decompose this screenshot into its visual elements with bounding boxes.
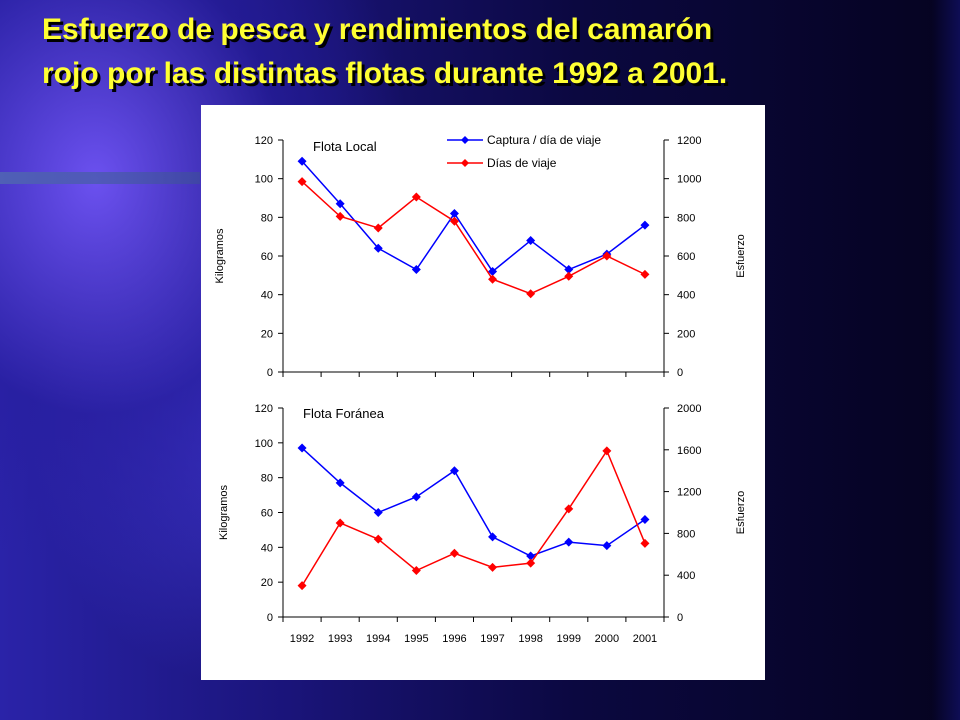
data-point-marker bbox=[640, 538, 650, 548]
x-tick-label: 1994 bbox=[366, 633, 390, 645]
y-tick-label: 20 bbox=[261, 328, 273, 340]
data-point-marker bbox=[335, 199, 345, 209]
chart-panel: 0 20 40 60 80 100 120 0 200 400 600 800 1000 1200 Kilo… bbox=[201, 105, 765, 680]
y2-tick-label: 400 bbox=[677, 570, 695, 582]
y-tick-label: 60 bbox=[261, 508, 273, 520]
chart-title: Flota Foránea bbox=[303, 406, 385, 421]
data-point-marker bbox=[297, 443, 307, 453]
x-tick-label: 1995 bbox=[404, 633, 428, 645]
y-tick-label: 120 bbox=[255, 403, 273, 415]
data-point-marker bbox=[488, 266, 498, 276]
y-tick-label: 80 bbox=[261, 212, 273, 224]
y2-tick-label: 1200 bbox=[677, 487, 701, 499]
data-point-marker bbox=[297, 177, 307, 187]
y-tick-label: 100 bbox=[255, 438, 273, 450]
data-point-marker bbox=[449, 466, 459, 476]
y-tick-label: 60 bbox=[261, 251, 273, 263]
x-tick-label: 2001 bbox=[633, 633, 657, 645]
data-point-marker bbox=[526, 289, 536, 299]
y2-tick-label: 400 bbox=[677, 290, 695, 302]
data-point-marker bbox=[564, 271, 574, 281]
data-point-marker bbox=[488, 532, 498, 542]
y2-tick-label: 200 bbox=[677, 328, 695, 340]
data-point-marker bbox=[373, 243, 383, 253]
chart-1: 020406080100120020040060080010001200Kilo… bbox=[214, 133, 747, 379]
legend-label: Captura / día de viaje bbox=[487, 133, 601, 147]
data-point-marker bbox=[411, 192, 421, 202]
y2-tick-label: 600 bbox=[677, 251, 695, 263]
decorative-bar bbox=[0, 172, 200, 184]
data-point-marker bbox=[488, 274, 498, 284]
data-point-marker bbox=[373, 223, 383, 233]
chart-2: 1992 1993 1994 1995 1996 1997 1998 1999 2000 2001… bbox=[218, 403, 747, 645]
y2-tick-label: 1600 bbox=[677, 445, 701, 457]
x-tick-label: 1997 bbox=[480, 633, 504, 645]
y-tick-label: 40 bbox=[261, 290, 273, 302]
y-axis-label: Kilogramos bbox=[214, 228, 226, 284]
data-point-marker bbox=[411, 492, 421, 502]
y2-tick-label: 800 bbox=[677, 528, 695, 540]
x-tick-label: 1993 bbox=[328, 633, 352, 645]
series-line-1 bbox=[301, 160, 646, 273]
y-tick-label: 0 bbox=[267, 367, 273, 379]
slide-title-line-2: rojo por las distintas flotas durante 19… bbox=[42, 57, 728, 90]
legend-swatch-marker bbox=[461, 136, 469, 144]
data-point-marker bbox=[373, 534, 383, 544]
chart-title: Flota Local bbox=[313, 139, 377, 154]
y-tick-label: 80 bbox=[261, 473, 273, 485]
y2-axis-label: Esfuerzo bbox=[735, 234, 747, 277]
data-point-marker bbox=[564, 265, 574, 275]
data-point-marker bbox=[449, 548, 459, 558]
slide-title: Esfuerzo de pesca y rendimientos del cam… bbox=[42, 8, 942, 96]
data-point-marker bbox=[449, 208, 459, 218]
y2-tick-label: 1200 bbox=[677, 135, 701, 147]
data-point-marker bbox=[297, 581, 307, 591]
y-tick-label: 120 bbox=[255, 135, 273, 147]
legend-label: Días de viaje bbox=[487, 156, 557, 170]
x-tick-label: 2000 bbox=[595, 633, 619, 645]
data-point-marker bbox=[640, 220, 650, 230]
x-tick-label: 1999 bbox=[557, 633, 581, 645]
data-point-marker bbox=[526, 236, 536, 246]
x-tick-label: 1998 bbox=[518, 633, 542, 645]
y2-axis-label: Esfuerzo bbox=[735, 491, 747, 534]
y2-tick-label: 1000 bbox=[677, 174, 701, 186]
data-point-marker bbox=[640, 269, 650, 279]
series-line-2 bbox=[301, 449, 646, 587]
y2-tick-label: 0 bbox=[677, 367, 683, 379]
slide-title-line-1: Esfuerzo de pesca y rendimientos del cam… bbox=[42, 13, 713, 46]
y-axis-label: Kilogramos bbox=[218, 484, 230, 540]
data-point-marker bbox=[411, 265, 421, 275]
x-tick-label: 1992 bbox=[290, 633, 314, 645]
data-point-marker bbox=[449, 216, 459, 226]
data-point-marker bbox=[297, 156, 307, 166]
data-point-marker bbox=[411, 565, 421, 575]
data-point-marker bbox=[335, 478, 345, 488]
data-point-marker bbox=[335, 518, 345, 528]
series-line-2 bbox=[301, 181, 646, 295]
y-tick-label: 0 bbox=[267, 612, 273, 624]
data-point-marker bbox=[373, 508, 383, 517]
data-point-marker bbox=[564, 537, 574, 547]
y2-tick-label: 800 bbox=[677, 212, 695, 224]
data-point-marker bbox=[602, 446, 612, 456]
y-tick-label: 100 bbox=[255, 174, 273, 186]
data-point-marker bbox=[602, 541, 612, 551]
y2-tick-label: 0 bbox=[677, 612, 683, 624]
background-edge-glow bbox=[932, 0, 960, 720]
y-tick-label: 20 bbox=[261, 577, 273, 589]
charts-svg: 020406080100120020040060080010001200Kilo… bbox=[214, 133, 747, 645]
data-point-marker bbox=[640, 514, 650, 524]
data-point-marker bbox=[564, 504, 574, 514]
y-tick-label: 40 bbox=[261, 542, 273, 554]
y2-tick-label: 2000 bbox=[677, 403, 701, 415]
data-point-marker bbox=[526, 551, 536, 561]
data-point-marker bbox=[335, 211, 345, 221]
data-point-marker bbox=[488, 562, 498, 572]
legend-swatch-marker bbox=[461, 159, 469, 167]
series-line-1 bbox=[301, 447, 646, 557]
data-point-marker bbox=[526, 558, 536, 568]
data-point-marker bbox=[602, 251, 612, 261]
x-tick-label: 1996 bbox=[442, 633, 466, 645]
